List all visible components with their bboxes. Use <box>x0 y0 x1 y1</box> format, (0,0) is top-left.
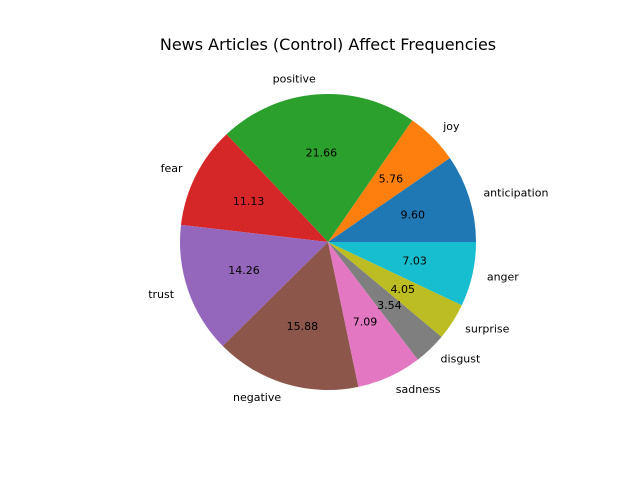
pie-slices <box>180 94 476 391</box>
slice-label-disgust: disgust <box>441 353 481 366</box>
slice-label-negative: negative <box>233 391 281 404</box>
pie-slice-negative <box>222 242 359 391</box>
slice-value-trust: 14.26 <box>228 264 260 277</box>
slice-value-positive: 21.66 <box>306 146 338 159</box>
slice-label-joy: joy <box>442 120 460 133</box>
pie-slice-surprise <box>328 242 462 337</box>
pie-slice-fear <box>181 134 328 242</box>
pie-slice-joy <box>328 120 450 242</box>
slice-value-sadness: 7.09 <box>353 316 378 329</box>
pie-slice-sadness <box>328 242 418 387</box>
slice-value-disgust: 3.54 <box>377 299 402 312</box>
slice-value-anger: 7.03 <box>402 254 427 267</box>
pie-slice-anticipation <box>328 158 476 242</box>
slice-label-anger: anger <box>487 271 519 284</box>
slice-label-fear: fear <box>161 162 183 175</box>
slice-label-positive: positive <box>273 73 316 86</box>
pie-slice-anger <box>328 242 476 306</box>
pie-slice-disgust <box>328 242 442 360</box>
slice-label-surprise: surprise <box>465 323 510 336</box>
slice-label-trust: trust <box>148 288 175 301</box>
slice-value-anticipation: 9.60 <box>401 209 426 222</box>
pie-slice-trust <box>180 224 328 347</box>
slice-label-sadness: sadness <box>396 383 441 396</box>
chart-title: News Articles (Control) Affect Frequenci… <box>160 35 496 54</box>
pie-labels: anticipation 9.60 joy 5.76 positive 21.66 fear… <box>148 73 548 404</box>
slice-value-joy: 5.76 <box>379 172 404 185</box>
slice-value-fear: 11.13 <box>233 195 265 208</box>
slice-value-negative: 15.88 <box>287 320 319 333</box>
slice-value-surprise: 4.05 <box>391 283 416 296</box>
pie-slice-positive <box>226 94 413 243</box>
slice-label-anticipation: anticipation <box>483 187 548 200</box>
